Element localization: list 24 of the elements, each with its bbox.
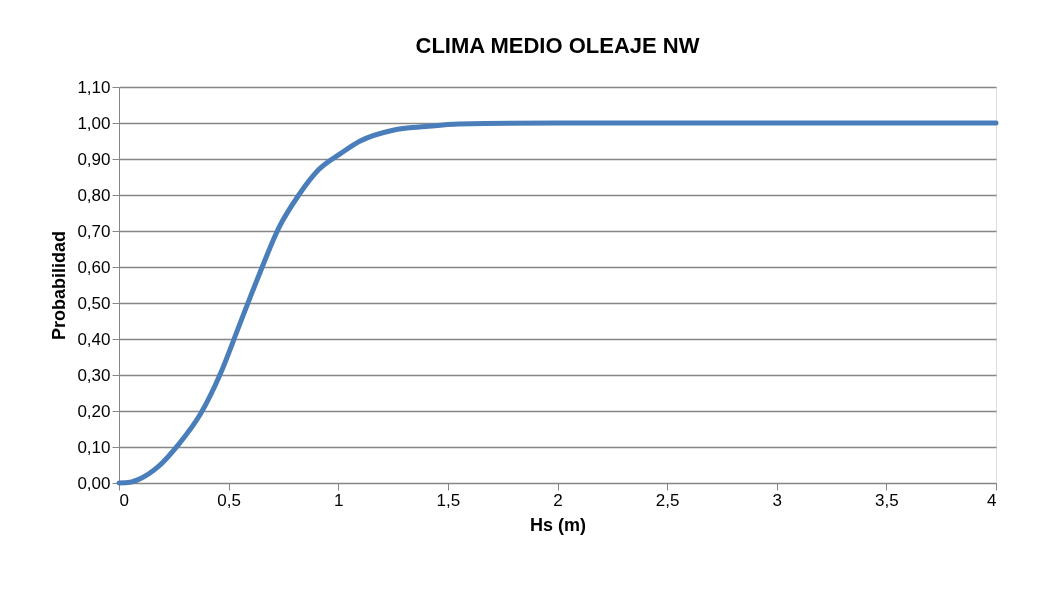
x-tick-label: 0,5 [217, 490, 241, 510]
y-tick-label: 0,30 [77, 365, 111, 385]
y-tick-label: 0,80 [77, 185, 111, 205]
x-axis-title: Hs (m) [529, 514, 587, 535]
y-tick-label: 1,10 [77, 77, 111, 97]
y-tick-label: 1,00 [77, 113, 111, 133]
y-tick-label: 0,40 [77, 329, 111, 349]
x-tick-label: 2,5 [655, 490, 680, 510]
y-tick-label: 0,00 [77, 473, 111, 493]
y-tick-label: 0,70 [77, 221, 111, 241]
y-axis-title: Probabilidad [49, 230, 70, 341]
x-tick-label: 2 [553, 490, 563, 510]
x-tick-label: 3,5 [875, 490, 899, 510]
x-tick-label: 0 [119, 490, 129, 510]
x-tick-label: 1 [334, 490, 344, 510]
y-tick-label: 0,50 [77, 293, 111, 313]
chart-title: CLIMA MEDIO OLEAJE NW [415, 33, 700, 58]
x-tick-label: 3 [772, 490, 782, 510]
y-tick-label: 0,90 [77, 149, 111, 169]
y-tick-label: 0,10 [77, 437, 111, 457]
x-tick-label: 1,5 [436, 490, 461, 510]
x-tick-label: 4 [987, 490, 997, 510]
y-tick-label: 0,60 [77, 257, 111, 277]
y-tick-label: 0,20 [77, 401, 111, 421]
